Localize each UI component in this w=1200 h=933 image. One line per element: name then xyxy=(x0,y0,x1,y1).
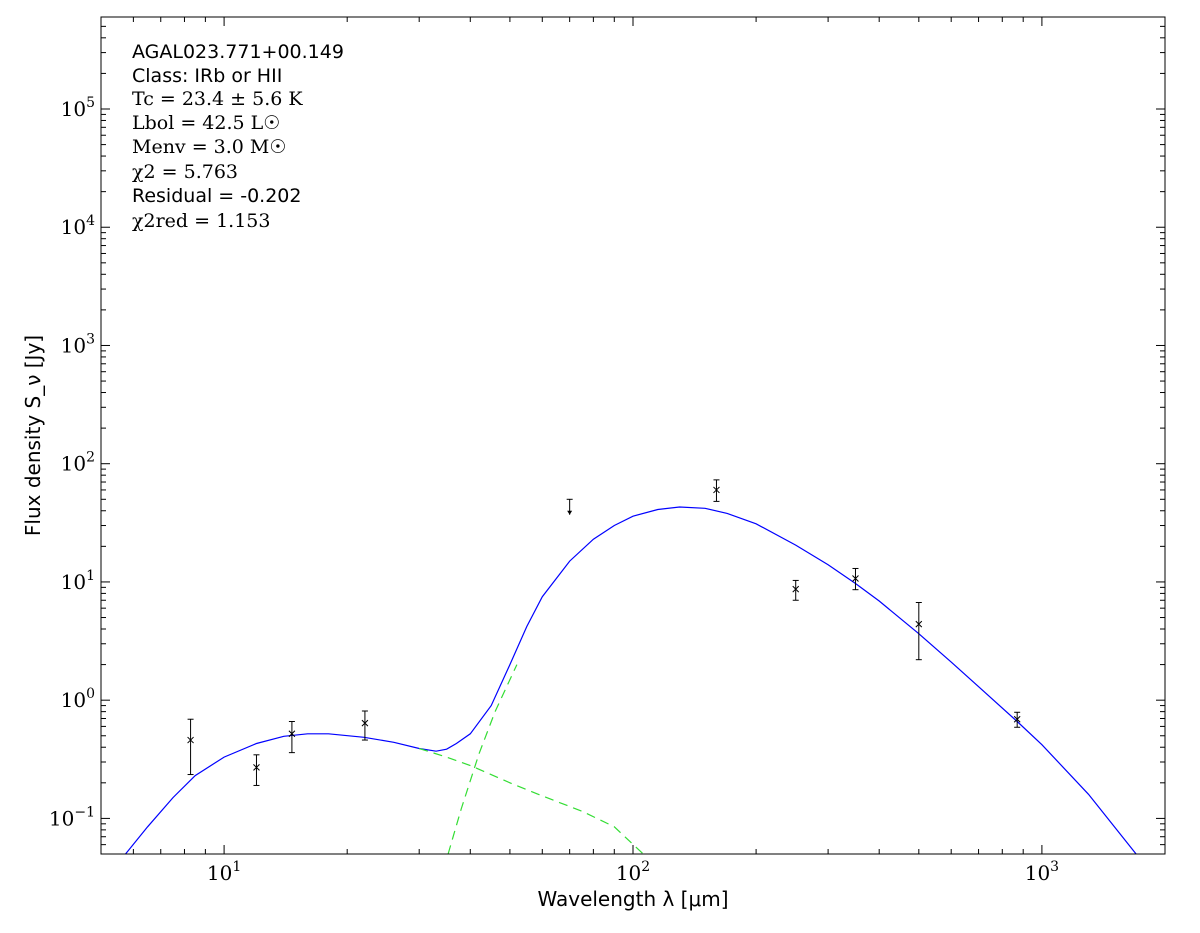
y-tick-label-base: 10 xyxy=(61,452,86,476)
y-tick-label-exp: 2 xyxy=(86,450,95,466)
y-tick-label: 104 xyxy=(61,213,95,239)
series-line-total_model xyxy=(125,506,1137,854)
y-tick-label: 10−1 xyxy=(49,804,95,830)
x-marker xyxy=(1013,715,1021,723)
annotation-line: Tc = 23.4 ± 5.6 K xyxy=(132,88,303,110)
annotation-line: Menv = 3.0 M☉ xyxy=(132,136,286,158)
y-tick-label-base: 10 xyxy=(61,570,86,594)
data-point xyxy=(187,718,194,776)
y-tick-label-exp: 4 xyxy=(86,213,95,229)
x-marker xyxy=(792,585,800,593)
series-layer xyxy=(125,506,1137,854)
x-tick-label-exp: 3 xyxy=(1050,859,1059,875)
data-point xyxy=(288,721,296,754)
series-line-warm_component xyxy=(419,747,644,854)
measurement-layer xyxy=(187,479,1021,786)
data-point xyxy=(566,498,573,515)
series-line-cold_component xyxy=(447,664,518,854)
data-point xyxy=(253,754,260,786)
y-tick-label-base: 10 xyxy=(61,97,86,121)
upper-limit-arrow xyxy=(567,510,573,515)
data-point xyxy=(792,579,800,601)
tick-layer xyxy=(100,16,1166,855)
y-tick-label-base: 10 xyxy=(61,215,86,239)
y-tick-label-exp: 3 xyxy=(86,331,95,347)
y-tick-label: 100 xyxy=(61,686,95,712)
y-tick-label: 101 xyxy=(61,568,95,594)
y-tick-label-base: 10 xyxy=(61,688,86,712)
annotation-line: Lbol = 42.5 L☉ xyxy=(132,112,280,134)
data-point xyxy=(915,602,923,661)
x-tick-label-exp: 2 xyxy=(641,859,650,875)
annotation-line: AGAL023.771+00.149 xyxy=(132,41,344,63)
x-marker xyxy=(915,620,923,628)
x-marker xyxy=(187,736,194,744)
x-marker xyxy=(288,730,296,738)
annotation-line: Residual = -0.202 xyxy=(132,185,302,207)
x-tick-label: 101 xyxy=(207,859,241,885)
y-tick-label-base: 10 xyxy=(61,333,86,357)
y-tick-label-base: 10 xyxy=(49,806,74,830)
data-point xyxy=(361,710,369,741)
annotation-line: χ2 = 5.763 xyxy=(132,161,238,183)
y-tick-label-exp: 5 xyxy=(86,95,95,111)
x-marker xyxy=(713,486,720,494)
x-tick-label: 103 xyxy=(1025,859,1059,885)
x-tick-label-base: 10 xyxy=(616,861,641,885)
data-point xyxy=(713,479,720,502)
y-axis-label: Flux density S_ν [Jy] xyxy=(21,335,45,536)
x-tick-label-base: 10 xyxy=(1025,861,1050,885)
data-point xyxy=(852,567,859,591)
y-tick-label: 103 xyxy=(61,331,95,357)
y-tick-label: 105 xyxy=(61,95,95,121)
x-tick-label: 102 xyxy=(616,859,650,885)
x-tick-label-base: 10 xyxy=(207,861,232,885)
y-tick-label: 102 xyxy=(61,450,95,476)
data-point xyxy=(1013,711,1021,728)
y-tick-label-exp: 1 xyxy=(86,568,95,584)
x-marker xyxy=(253,764,260,771)
x-axis-label: Wavelength λ [μm] xyxy=(537,887,728,911)
x-tick-label-exp: 1 xyxy=(232,859,241,875)
y-tick-label-exp: −1 xyxy=(74,804,95,820)
x-marker xyxy=(852,575,859,582)
y-tick-label-exp: 0 xyxy=(86,686,95,702)
annotation-line: χ2red = 1.153 xyxy=(132,210,270,232)
annotation-line: Class: IRb or HII xyxy=(132,65,282,87)
x-marker xyxy=(361,719,369,727)
